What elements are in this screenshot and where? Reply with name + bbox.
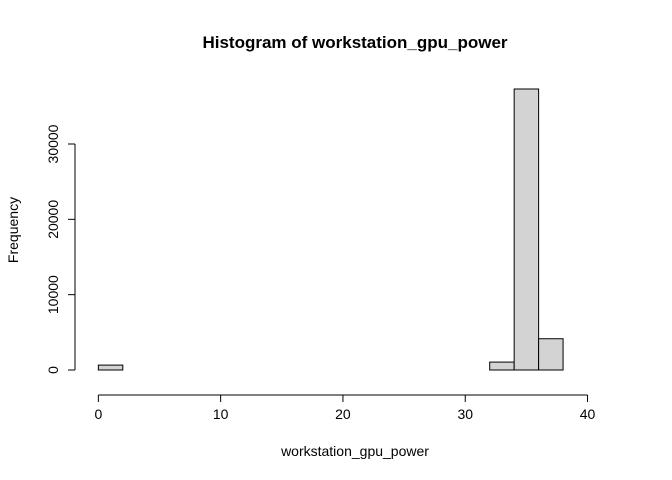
x-axis-label: workstation_gpu_power	[280, 443, 429, 459]
y-tick-label-1: 10000	[45, 275, 61, 314]
histogram-bar-0	[97, 364, 124, 371]
x-tick-label-0: 0	[94, 406, 102, 422]
y-axis: 0 10000 20000 30000	[45, 124, 76, 374]
y-tick-label-2: 20000	[45, 200, 61, 239]
y-axis-label: Frequency	[5, 197, 21, 263]
x-tick-label-2: 20	[335, 406, 351, 422]
x-tick-label-1: 10	[213, 406, 229, 422]
y-tick-label-3: 30000	[45, 124, 61, 163]
histogram-bar-16	[489, 361, 515, 371]
histogram-bar-17	[513, 88, 540, 371]
chart-title: Histogram of workstation_gpu_power	[202, 33, 507, 52]
x-tick-label-3: 30	[457, 406, 473, 422]
x-axis: 0 10 20 30 40	[94, 394, 596, 422]
x-tick-label-4: 40	[580, 406, 596, 422]
y-tick-label-0: 0	[45, 366, 61, 374]
bars-group	[97, 88, 564, 371]
histogram-bar-18	[538, 338, 564, 371]
